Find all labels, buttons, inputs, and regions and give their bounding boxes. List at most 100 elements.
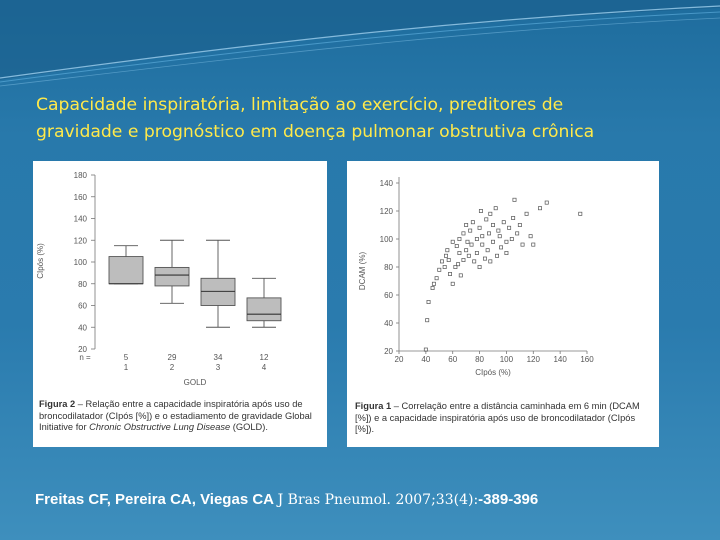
scatter-point <box>465 239 470 244</box>
category-label: 1 <box>124 363 129 372</box>
scatter-ylabel: DCAM (%) <box>358 252 367 291</box>
scatter-point <box>457 237 462 241</box>
scatter-point <box>482 256 487 261</box>
scatter-point <box>485 248 490 253</box>
scatter-point <box>430 286 435 290</box>
scatter-xtick-label: 100 <box>500 355 514 364</box>
scatter-point <box>517 223 522 227</box>
scatter-xtick-label: 40 <box>421 355 430 364</box>
figure2-caption-text: – Relação entre a capacidade inspiratóri… <box>39 399 312 432</box>
scatter-point <box>461 231 466 236</box>
scatter-point <box>448 272 452 276</box>
scatter-point <box>528 234 533 239</box>
scatter-ytick-label: 140 <box>380 179 394 188</box>
figure1-caption: Figura 1 – Correlação entre a distância … <box>355 401 651 436</box>
scatter-point <box>509 237 514 241</box>
figure1-caption-label: Figura 1 <box>355 401 392 411</box>
boxplot-box <box>246 297 282 322</box>
scatter-point <box>458 273 463 278</box>
scatter-point <box>456 262 461 267</box>
scatter-point <box>472 259 477 264</box>
citation-journal: J Bras Pneumol. 2007;33(4): <box>277 492 479 508</box>
boxplot-ytick-label: 40 <box>78 323 87 332</box>
scatter-point <box>520 242 525 247</box>
scatter-point <box>431 281 436 286</box>
scatter-point <box>578 211 583 216</box>
scatter-ytick-label: 60 <box>384 291 393 300</box>
scatter-xtick-label: 120 <box>527 355 541 364</box>
boxplot-ytick-label: 60 <box>78 302 87 311</box>
scatter-point <box>512 197 517 202</box>
scatter-point <box>425 318 430 323</box>
scatter-point <box>426 300 431 304</box>
boxplot-ylabel: CIpós (%) <box>36 243 45 279</box>
scatter-point <box>464 223 469 227</box>
scatter-xtick-label: 80 <box>475 355 484 364</box>
scatter-point <box>507 225 512 230</box>
citation-pages: -389-396 <box>478 491 539 508</box>
figure2-caption: Figura 2 – Relação entre a capacidade in… <box>39 399 321 434</box>
boxplot-ytick-label: 80 <box>78 280 87 289</box>
scatter-point <box>468 228 473 233</box>
scatter-point <box>437 267 442 272</box>
scatter-point <box>453 265 458 269</box>
scatter-xtick-label: 20 <box>395 355 404 364</box>
scatter-point <box>477 265 482 269</box>
scatter-point <box>454 244 459 248</box>
boxplot-ytick-label: 100 <box>74 258 88 267</box>
scatter-point <box>488 259 493 264</box>
category-label: 2 <box>170 363 175 372</box>
scatter-point <box>524 211 529 216</box>
n-value: 5 <box>124 353 129 362</box>
figure2-panel: 20 40 60 80 100 120 140 160 180 CIpós (%) n = 5 … <box>33 161 327 447</box>
scatter-point <box>464 248 469 253</box>
scatter-point <box>497 234 502 239</box>
category-label: 3 <box>216 363 221 372</box>
header-swoosh <box>0 0 720 87</box>
scatter-xlabel: CIpós (%) <box>475 368 511 377</box>
scatter-point <box>544 200 549 205</box>
scatter-point <box>474 237 479 241</box>
scatter-point <box>442 265 447 269</box>
scatter-point <box>445 248 450 253</box>
scatter-point <box>480 234 485 239</box>
scatter-xtick-label: 160 <box>580 355 594 364</box>
boxplot-ytick-label: 120 <box>74 236 88 245</box>
figure2-caption-end: (GOLD). <box>230 422 268 432</box>
figure2-caption-label: Figura 2 <box>39 399 76 409</box>
citation-authors: Freitas CF, Pereira CA, Viegas CA <box>35 491 278 508</box>
scatter-point <box>470 220 475 225</box>
scatter-ytick-label: 120 <box>380 207 394 216</box>
scatter-point <box>477 225 482 230</box>
n-label: n = <box>79 353 91 362</box>
scatter-point <box>434 276 439 281</box>
scatter-point <box>504 239 509 244</box>
scatter-ytick-label: 20 <box>384 347 393 356</box>
scatter-point <box>484 217 489 222</box>
scatter-point <box>491 223 495 227</box>
scatter-point <box>487 231 491 236</box>
boxplot-box <box>108 256 144 285</box>
scatter-point <box>466 253 471 258</box>
scatter-xtick-label: 140 <box>553 355 567 364</box>
scatter-point <box>423 347 428 352</box>
boxplot-ytick-label: 20 <box>78 345 87 354</box>
scatter-point <box>495 253 499 258</box>
n-value: 12 <box>260 353 269 362</box>
scatter-point <box>488 211 493 216</box>
n-value: 34 <box>214 353 223 362</box>
scatter-point <box>499 245 504 250</box>
scatter-point <box>461 258 466 262</box>
boxplot-ytick-label: 180 <box>74 171 88 180</box>
boxplot-ytick-label: 140 <box>74 215 88 224</box>
figure1-panel: 20 40 60 80 100 120 140 20 40 60 80 100 120 140 160 D… <box>347 161 659 447</box>
scatter-point <box>474 251 479 255</box>
scatter-point <box>493 206 498 211</box>
scatter-point <box>504 251 509 255</box>
boxplot-xlabel: GOLD <box>184 378 207 387</box>
slide-title: Capacidade inspiratória, limitação ao ex… <box>36 92 696 146</box>
scatter-point <box>450 239 455 244</box>
scatter-ytick-label: 100 <box>380 235 394 244</box>
scatter-point <box>515 231 520 236</box>
